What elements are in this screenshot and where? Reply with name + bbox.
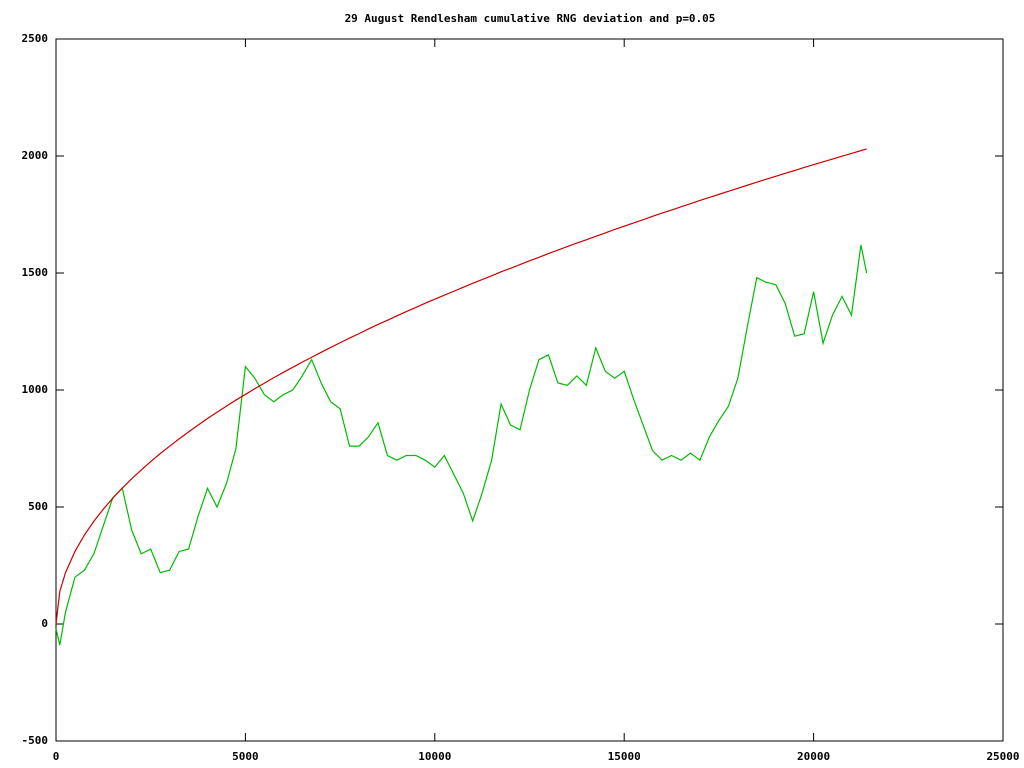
y-tick-label: 2500 (22, 32, 49, 45)
x-tick-label: 10000 (418, 750, 451, 763)
x-tick-label: 5000 (232, 750, 259, 763)
y-tick-label: 1500 (22, 266, 49, 279)
data-line (55, 244, 868, 646)
data-line (55, 148, 867, 625)
x-tick-label: 25000 (986, 750, 1019, 763)
y-tick-label: -500 (22, 734, 49, 747)
x-tick-label: 20000 (797, 750, 830, 763)
y-tick-label: 1000 (22, 383, 49, 396)
y-tick-label: 2000 (22, 149, 49, 162)
x-tick-label: 0 (53, 750, 60, 763)
y-tick-label: 0 (41, 617, 48, 630)
x-tick-label: 15000 (608, 750, 641, 763)
chart-title: 29 August Rendlesham cumulative RNG devi… (345, 12, 716, 25)
y-tick-label: 500 (28, 500, 48, 513)
